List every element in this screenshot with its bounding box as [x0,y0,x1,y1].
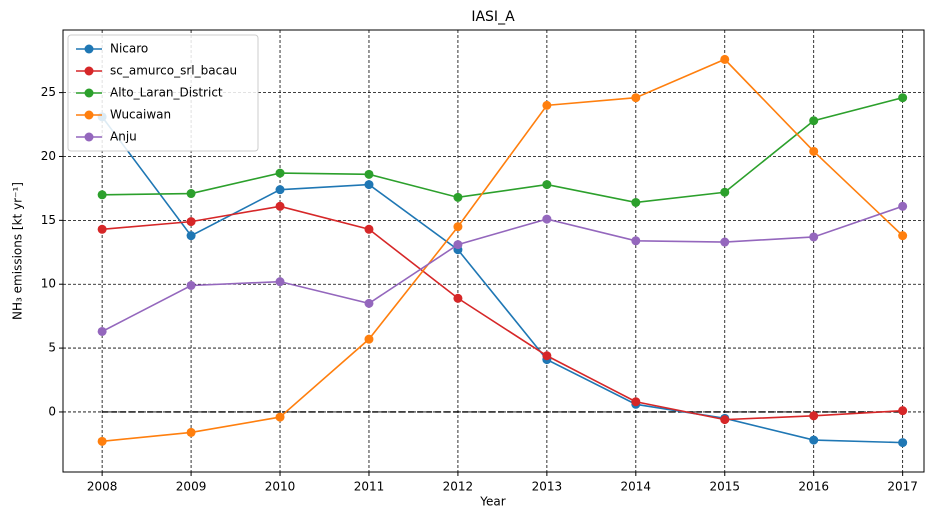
legend-box [67,34,259,152]
x-tick-label: 2011 [354,480,385,494]
data-point [720,237,730,247]
x-tick-label: 2009 [176,480,207,494]
legend-label: sc_amurco_srl_bacau [110,64,237,78]
data-point [364,298,374,308]
data-point [631,197,641,207]
data-point [631,236,641,246]
y-axis-label: NH₃ emissions [kt yr⁻¹] [11,182,25,320]
data-point [97,326,107,336]
data-point [898,406,908,416]
data-point [809,116,819,126]
series-line [101,205,903,333]
data-point [186,231,196,241]
data-point [809,411,819,421]
data-point [453,293,463,303]
data-point [631,397,641,407]
data-point [275,277,285,287]
data-point [97,224,107,234]
data-point [97,436,107,446]
data-point [809,435,819,445]
chart-title: IASI_A [471,9,515,25]
data-point [898,201,908,211]
y-tick-label: 25 [41,85,56,99]
data-point [364,169,374,179]
series-line [101,116,903,444]
x-tick-label: 2017 [887,480,918,494]
data-point [809,232,819,242]
series-line [102,96,903,204]
data-point [453,240,463,250]
data-point [186,189,196,199]
legend-label: Wucaiwan [110,108,171,122]
data-point [898,231,908,241]
data-point [809,146,819,156]
legend-marker [84,88,94,98]
data-point [542,351,552,361]
legend-marker [84,66,94,76]
data-point [275,185,285,195]
series-line [102,205,903,421]
x-tick-label: 2013 [532,480,563,494]
legend: Nicaro sc_amurco_srl_bacau Alto_Laran_Dist… [67,34,259,152]
legend-marker [84,132,94,142]
x-axis-label: Year [479,495,505,509]
y-tick-label: 0 [48,404,56,418]
data-point [542,214,552,224]
x-tick-label: 2008 [87,480,118,494]
x-tick-label: 2015 [709,480,740,494]
series-line [102,58,904,443]
data-point [720,54,730,64]
y-tick-label: 15 [41,213,56,227]
legend-label: Anju [110,130,137,144]
y-tick-label: 5 [48,341,56,355]
data-point [275,412,285,422]
legend-label: Alto_Laran_District [110,86,223,100]
x-tick-label: 2016 [798,480,829,494]
y-tick-label: 20 [41,149,56,163]
data-point [186,280,196,290]
legend-marker [84,110,94,120]
data-point [364,334,374,344]
data-point [275,201,285,211]
x-tick-label: 2012 [443,480,474,494]
data-point [453,222,463,232]
data-point [631,93,641,103]
data-point [275,168,285,178]
y-tick-label: 10 [41,277,56,291]
plot-frame [62,29,925,473]
data-point [364,224,374,234]
data-point [898,438,908,448]
data-point [186,427,196,437]
legend-marker [84,44,94,54]
data-point [453,192,463,202]
data-point [898,93,908,103]
x-tick-label: 2014 [621,480,652,494]
data-point [97,190,107,200]
data-point [186,217,196,227]
data-point [542,100,552,110]
data-point [542,180,552,190]
data-point [720,187,730,197]
legend-label: Nicaro [110,42,148,56]
data-point [364,180,374,190]
x-tick-label: 2010 [265,480,296,494]
data-point [720,415,730,425]
